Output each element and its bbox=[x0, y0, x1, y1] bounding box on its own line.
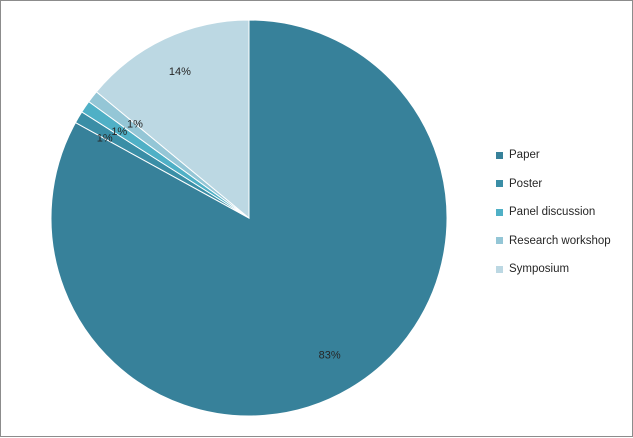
legend-label-poster: Poster bbox=[509, 177, 543, 190]
legend-label-panel-discussion: Panel discussion bbox=[509, 206, 596, 218]
data-label-poster: 1% bbox=[97, 132, 113, 144]
data-label-paper: 83% bbox=[319, 349, 341, 361]
legend-swatch-research-workshop bbox=[496, 237, 503, 244]
data-label-panel-discussion: 1% bbox=[111, 126, 127, 138]
legend-item-panel-discussion: Panel discussion bbox=[496, 205, 611, 219]
legend-swatch-symposium bbox=[496, 265, 503, 273]
legend-swatch-panel-discussion bbox=[496, 208, 503, 216]
legend-swatch-paper bbox=[496, 151, 503, 159]
data-label-research-workshop: 1% bbox=[127, 118, 143, 130]
legend-swatch-poster bbox=[496, 180, 503, 187]
pie-data-labels: 83%1%1%1%14% bbox=[97, 66, 341, 361]
pie-slices bbox=[50, 19, 448, 417]
legend-item-research-workshop: Research workshop bbox=[496, 234, 611, 248]
pie-slice-symposium bbox=[95, 19, 250, 220]
data-label-symposium: 14% bbox=[169, 66, 191, 78]
legend: Paper Poster Panel discussion Research w… bbox=[496, 148, 611, 291]
legend-item-symposium: Symposium bbox=[496, 262, 611, 276]
legend-item-poster: Poster bbox=[496, 177, 611, 191]
legend-item-paper: Paper bbox=[496, 148, 611, 162]
legend-label-paper: Paper bbox=[509, 149, 540, 161]
legend-label-symposium: Symposium bbox=[509, 263, 570, 275]
legend-label-research-workshop: Research workshop bbox=[509, 234, 611, 247]
